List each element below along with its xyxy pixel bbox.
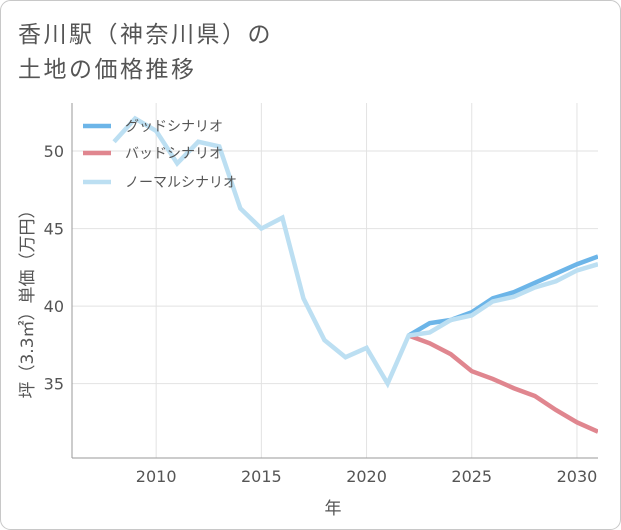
y-tick-label: 45 — [44, 220, 64, 239]
series-line-bad — [407, 333, 598, 434]
series-line-good — [407, 254, 598, 338]
legend-label-good: グッドシナリオ — [125, 119, 223, 135]
legend-item-good[interactable]: グッドシナリオ — [83, 119, 223, 135]
legend-label-bad: バッドシナリオ — [125, 146, 223, 162]
x-tick-label: 2020 — [346, 467, 387, 486]
y-tick-label: 40 — [44, 297, 64, 316]
chart-title-line-1: 香川駅（神奈川県）の — [18, 22, 273, 48]
gridlines — [72, 103, 598, 458]
axes — [71, 103, 598, 459]
x-tick-label: 2010 — [136, 467, 177, 486]
legend-item-normal[interactable]: ノーマルシナリオ — [83, 175, 237, 191]
legend: グッドシナリオ バッドシナリオ ノーマルシナリオ — [83, 119, 237, 191]
series-lines — [112, 115, 598, 434]
x-tick-label: 2025 — [451, 467, 492, 486]
y-tick-labels: 35 40 45 50 — [44, 142, 64, 394]
y-axis-title: 坪（3.3㎡）単価（万円） — [18, 201, 38, 398]
legend-item-bad[interactable]: バッドシナリオ — [83, 146, 223, 162]
x-tick-label: 2015 — [241, 467, 282, 486]
y-tick-label: 35 — [44, 375, 64, 394]
x-tick-labels: 2010 2015 2020 2025 2030 — [136, 467, 598, 486]
y-tick-label: 50 — [44, 142, 64, 161]
chart-title-line-2: 土地の価格推移 — [18, 57, 197, 83]
legend-label-normal: ノーマルシナリオ — [125, 175, 237, 191]
x-axis-title: 年 — [325, 499, 342, 519]
x-tick-label: 2030 — [557, 467, 598, 486]
series-line-normal — [112, 115, 598, 389]
